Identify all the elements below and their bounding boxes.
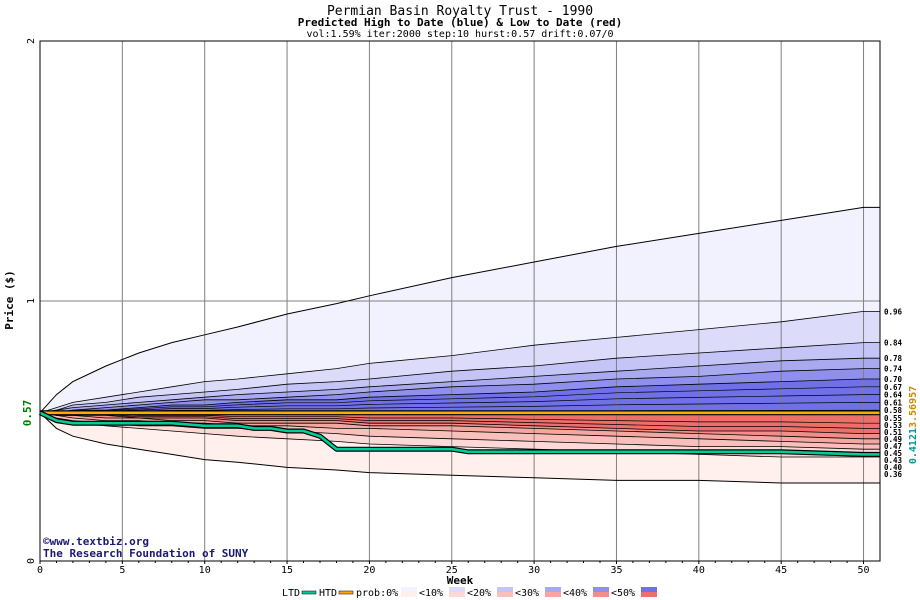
chart-title: Permian Basin Royalty Trust - 1990	[327, 4, 593, 19]
x-axis-label: Week	[447, 574, 474, 587]
legend-label: <30%	[515, 588, 539, 599]
low-band-edge-3	[39, 412, 880, 445]
quantile-label: 0.43	[884, 456, 903, 465]
quantile-label: 0.70	[884, 375, 903, 384]
quantile-label: 0.78	[884, 354, 903, 363]
x-tick-label: 40	[693, 565, 705, 576]
price-series	[38, 410, 880, 457]
legend-label: <40%	[563, 588, 587, 599]
legend-swatch-ltd	[301, 590, 317, 595]
low-band-edge-5	[39, 412, 880, 435]
legend-swatch-low	[593, 592, 609, 597]
quantile-label: 0.74	[884, 365, 903, 374]
quantile-label: 0.96	[884, 307, 903, 316]
y-tick-label: 2	[26, 38, 37, 44]
right-axis-values: 0.41213.56957	[908, 386, 919, 464]
legend-label: <50%	[611, 588, 635, 599]
legend: LTD HTD prob:0% <10% <20% <30% <40% <50%	[282, 587, 657, 599]
quantile-label: 0.61	[884, 398, 903, 407]
quantile-label: 0.51	[884, 428, 903, 437]
legend-label: LTD	[282, 588, 300, 599]
x-tick-label: 25	[446, 565, 458, 576]
band-areas	[40, 207, 880, 483]
legend-swatch-low	[641, 592, 657, 597]
legend-label: HTD	[319, 588, 337, 599]
legend-swatch-high	[545, 587, 561, 592]
high-band-edge-5	[40, 378, 880, 414]
watermark-org: The Research Foundation of SUNY	[43, 547, 249, 560]
y-tick-label: 1	[26, 298, 37, 304]
quantile-label: 0.53	[884, 421, 903, 430]
right-axis-high-value: 3.56957	[908, 386, 919, 428]
low-band-edge-4	[39, 412, 880, 440]
quantile-label: 0.36	[884, 470, 903, 479]
legend-label: <10%	[419, 588, 443, 599]
y-tick-label: 0	[26, 558, 37, 564]
quantile-labels: 0.96 0.84 0.78 0.740.700.670.640.610.580.55…	[884, 307, 903, 479]
legend-swatch-high	[449, 587, 465, 592]
quantile-label: 0.45	[884, 449, 902, 458]
legend-swatch-high	[497, 587, 513, 592]
start-price-label: 0.57	[21, 400, 34, 427]
legend-swatch-low	[449, 592, 465, 597]
high-band-0	[40, 207, 880, 413]
low-band-edge-0	[39, 412, 880, 484]
legend-label: <20%	[467, 588, 491, 599]
legend-swatch-high	[401, 587, 417, 592]
chart-params: vol:1.59% iter:2000 step:10 hurst:0.57 d…	[306, 29, 613, 40]
x-tick-label: 0	[37, 565, 43, 576]
legend-swatch-htd	[338, 590, 354, 595]
x-tick-label: 20	[363, 565, 375, 576]
right-axis-low-value: 0.4121	[908, 428, 919, 464]
chart-subtitle: Predicted High to Date (blue) & Low to D…	[298, 16, 623, 29]
high-band-edge-2	[39, 342, 880, 414]
legend-swatch-high	[641, 587, 657, 592]
x-tick-label: 10	[199, 565, 211, 576]
high-band-edge-1	[39, 310, 880, 414]
quantile-label: 0.67	[884, 383, 902, 392]
ltd-line	[39, 411, 880, 456]
x-tick-label: 5	[119, 565, 125, 576]
high-band-1	[40, 311, 880, 413]
low-band-2	[40, 412, 880, 450]
high-band-2	[40, 342, 880, 413]
x-tick-label: 45	[775, 565, 787, 576]
x-tick-label: 30	[528, 565, 540, 576]
quantile-label: 0.55	[884, 414, 902, 423]
legend-swatch-low	[401, 592, 417, 597]
high-band-3	[40, 358, 880, 413]
high-band-edge-0	[39, 206, 880, 414]
high-band-edge-4	[40, 368, 880, 414]
low-band-0	[40, 412, 880, 483]
low-band-3	[40, 412, 880, 444]
quantile-label: 0.47	[884, 442, 902, 451]
legend-label: prob:0%	[356, 588, 398, 599]
quantile-label: 0.58	[884, 406, 903, 415]
grid-lines	[40, 41, 880, 561]
quantile-label: 0.40	[884, 463, 903, 472]
legend-swatch-low	[497, 592, 513, 597]
plot-frame	[39, 40, 881, 562]
watermark-url: ©www.textbiz.org	[43, 535, 149, 548]
x-tick-label: 50	[858, 565, 870, 576]
high-band-4	[40, 368, 880, 413]
legend-swatch-high	[593, 587, 609, 592]
x-tick-label: 15	[281, 565, 293, 576]
quantile-label: 0.84	[884, 339, 903, 348]
high-band-edge-3	[39, 357, 880, 414]
y-axis-label: Price ($)	[3, 270, 16, 330]
legend-swatch-low	[545, 592, 561, 597]
x-tick-label: 35	[610, 565, 622, 576]
quantile-label: 0.64	[884, 391, 903, 400]
axis-ticks: 0 5 10 15 20 25 30 35 40 45 50 0 1 2	[26, 38, 870, 576]
quantile-label: 0.49	[884, 435, 903, 444]
